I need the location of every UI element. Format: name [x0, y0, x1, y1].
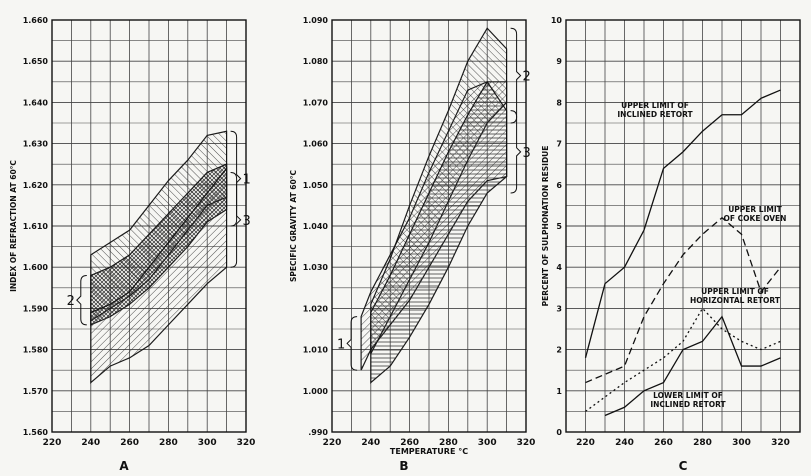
- series-line-1: [584, 89, 781, 359]
- panel-b-bracket-label: 1: [337, 337, 345, 352]
- annotation-label: UPPER LIMIT: [728, 205, 782, 214]
- y-tick-label: 8: [556, 98, 562, 107]
- panel-a-bracket-2: [76, 274, 87, 326]
- y-tick-label: 1.650: [23, 57, 49, 66]
- x-tick-label: 320: [237, 438, 256, 448]
- y-tick-label: 1.020: [303, 304, 329, 313]
- panel-b-band-3: [370, 80, 508, 384]
- y-tick-label: 1.070: [303, 98, 329, 107]
- x-tick-label: 280: [159, 438, 178, 448]
- y-tick-label: 1.030: [303, 263, 329, 272]
- panel-b-frame: [331, 19, 527, 433]
- panel-c-frame: [565, 19, 801, 433]
- y-tick-label: 1: [556, 387, 562, 396]
- x-tick-label: 260: [400, 438, 419, 448]
- panel-a-band-3: [90, 166, 228, 384]
- x-tick-label: 220: [576, 438, 595, 448]
- x-tick-label: 240: [615, 438, 634, 448]
- y-tick-label: 1.580: [23, 346, 49, 355]
- panel-c-y-axis-title: PERCENT OF SULPHONATION RESIDUE: [541, 146, 550, 307]
- x-tick-label: 220: [43, 438, 62, 448]
- panel-c-grid: [565, 19, 801, 433]
- x-tick-label: 260: [120, 438, 139, 448]
- y-tick-label: 1.610: [23, 222, 49, 231]
- y-tick-label: 9: [556, 57, 562, 66]
- panel-b-y-axis-title: SPECIFIC GRAVITY AT 60°C: [289, 170, 298, 282]
- panel-a-bracket-3: [230, 171, 242, 268]
- x-tick-label: 320: [771, 438, 790, 448]
- y-tick-label: 4: [556, 263, 562, 272]
- x-tick-label: 280: [693, 438, 712, 448]
- panel-b-letter: B: [399, 459, 408, 473]
- panel-b-bracket-1: [346, 316, 358, 371]
- panel-b-bracket-3: [510, 110, 522, 194]
- y-tick-label: 1.640: [23, 98, 49, 107]
- annotation-label: OF COKE OVEN: [724, 214, 787, 223]
- x-tick-label: 240: [361, 438, 380, 448]
- panel-a-letter: A: [119, 459, 129, 473]
- y-tick-label: 1.630: [23, 140, 49, 149]
- annotation-label: LOWER LIMIT OF: [653, 391, 723, 400]
- x-tick-label: 240: [81, 438, 100, 448]
- y-tick-label: 2: [556, 346, 562, 355]
- x-tick-label: 320: [517, 438, 536, 448]
- y-tick-label: 1.570: [23, 387, 49, 396]
- x-tick-label: 300: [732, 438, 751, 448]
- panel-c-letter: C: [679, 459, 688, 473]
- series-line-2: [585, 216, 782, 384]
- panel-b-bracket-2: [510, 27, 522, 124]
- panel-a-y-axis-title: INDEX OF REFRACTION AT 60°C: [9, 160, 18, 292]
- y-tick-label: 1.080: [303, 57, 329, 66]
- panel-a-bracket-label: 1: [242, 173, 250, 188]
- y-tick-label: 1.040: [303, 222, 329, 231]
- y-tick-label: 1.090: [303, 16, 329, 25]
- y-tick-label: 5: [556, 222, 562, 231]
- annotation-label: INCLINED RETORT: [617, 110, 693, 119]
- annotation-label: INCLINED RETORT: [650, 400, 726, 409]
- panel-a-bracket-label: 3: [242, 214, 250, 229]
- x-tick-label: 260: [654, 438, 673, 448]
- panel-b-x-axis-title: TEMPERATURE °C: [390, 447, 468, 456]
- annotation-label: UPPER LIMIT OF: [621, 101, 689, 110]
- panel-a-bracket-1: [230, 130, 242, 227]
- x-tick-label: 280: [439, 438, 458, 448]
- y-tick-label: 7: [556, 140, 562, 149]
- panel-b-bracket-label: 3: [522, 146, 530, 161]
- panel-b-bracket-label: 2: [522, 70, 530, 85]
- y-tick-label: .990: [308, 428, 328, 437]
- y-tick-label: 1.560: [23, 428, 49, 437]
- y-tick-label: 1.050: [303, 181, 329, 190]
- annotation-label: UPPER LIMIT OF: [701, 287, 769, 296]
- x-tick-label: 300: [478, 438, 497, 448]
- chart-panel-b: 1 2 3 220 240 260 280 300 320 .990 1.000 1.010 1.020…: [289, 16, 535, 473]
- panel-a-bracket-label: 2: [67, 294, 75, 309]
- annotation-label: HORIZONTAL RETORT: [690, 296, 781, 305]
- series-line-4: [604, 315, 781, 417]
- y-tick-label: 10: [551, 16, 563, 25]
- y-tick-label: 1.660: [23, 16, 49, 25]
- y-tick-label: 0: [556, 428, 562, 437]
- y-tick-label: 1.060: [303, 140, 329, 149]
- y-tick-label: 6: [556, 181, 562, 190]
- y-tick-label: 1.590: [23, 304, 49, 313]
- y-tick-label: 3: [556, 304, 562, 313]
- panel-a-frame: [51, 19, 247, 433]
- y-tick-label: 1.010: [303, 346, 329, 355]
- y-tick-label: 1.000: [303, 387, 329, 396]
- chart-panel-a: 1 2 3 220 240 260 280 300 320 1.560 1.570 1.580 1.59…: [9, 16, 255, 473]
- x-tick-label: 220: [323, 438, 342, 448]
- x-tick-label: 300: [198, 438, 217, 448]
- y-tick-label: 1.620: [23, 181, 49, 190]
- y-tick-label: 1.600: [23, 263, 49, 272]
